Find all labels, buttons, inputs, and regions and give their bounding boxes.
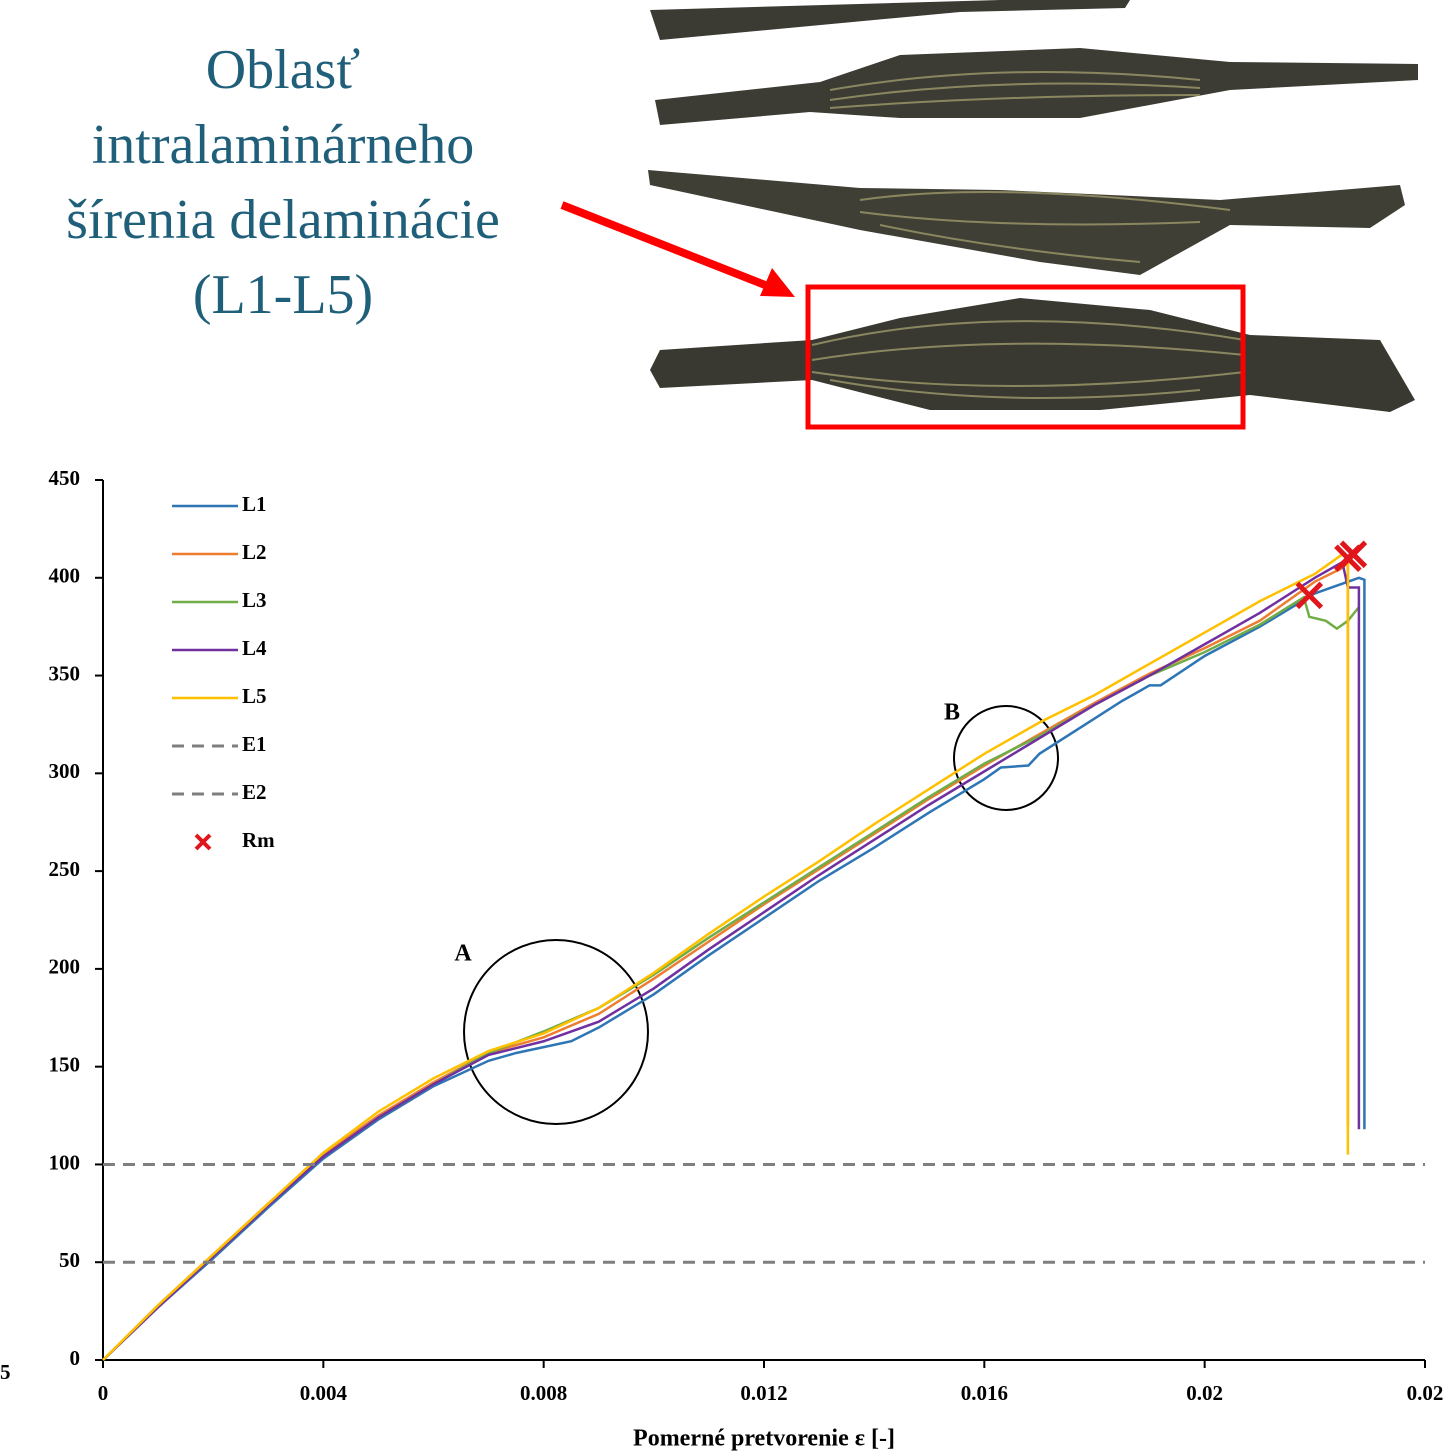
legend-label: Rm — [242, 828, 275, 852]
series-line — [103, 597, 1359, 1360]
y-tick-label: 200 — [49, 955, 81, 979]
legend-label: L2 — [242, 540, 267, 564]
y-tick-label: 0 — [70, 1346, 81, 1370]
series-line — [103, 562, 1359, 1360]
x-tick-label: 0.004 — [300, 1381, 348, 1405]
callout-line: Oblasť — [206, 39, 361, 101]
legend-label: E1 — [242, 732, 267, 756]
legend-marker — [196, 835, 210, 849]
legend-label: E2 — [242, 780, 267, 804]
callout-line: intralaminárneho — [92, 114, 475, 176]
callout-line: šírenia delaminácie — [66, 189, 500, 251]
y-tick-label: 450 — [49, 466, 81, 490]
y-tick-label: 150 — [49, 1052, 81, 1076]
annotation: B — [944, 700, 960, 726]
y-tick-label: 400 — [49, 564, 81, 588]
series-line — [103, 562, 1348, 1360]
x-tick-label: 0.012 — [740, 1381, 787, 1405]
legend-label: L4 — [242, 636, 267, 660]
cut-label: 5 — [0, 1360, 11, 1384]
y-tick-label: 250 — [49, 857, 81, 881]
y-tick-label: 50 — [59, 1248, 80, 1272]
series-line — [103, 578, 1364, 1360]
annotation: A — [454, 941, 472, 967]
x-tick-label: 0.02 — [1407, 1381, 1444, 1405]
y-tick-label: 100 — [49, 1150, 81, 1174]
x-tick-label: 0.008 — [520, 1381, 567, 1405]
figure: Oblasť intralaminárneho šírenia delaminá… — [0, 0, 1444, 1454]
x-tick-label: 0.016 — [961, 1381, 1008, 1405]
y-tick-label: 300 — [49, 759, 81, 783]
x-tick-label: 0 — [98, 1381, 109, 1405]
callout-line: (L1-L5) — [193, 264, 373, 326]
legend-label: L5 — [242, 684, 267, 708]
x-tick-label: 0.02 — [1186, 1381, 1223, 1405]
page: Oblasť intralaminárneho šírenia delaminá… — [0, 0, 1444, 1454]
y-tick-label: 350 — [49, 661, 81, 685]
series-line — [103, 554, 1348, 1360]
specimen-photo — [562, 0, 1418, 427]
x-axis-label: Pomerné pretvorenie ε [-] — [633, 1426, 895, 1452]
legend-label: L1 — [242, 492, 267, 516]
legend-label: L3 — [242, 588, 267, 612]
